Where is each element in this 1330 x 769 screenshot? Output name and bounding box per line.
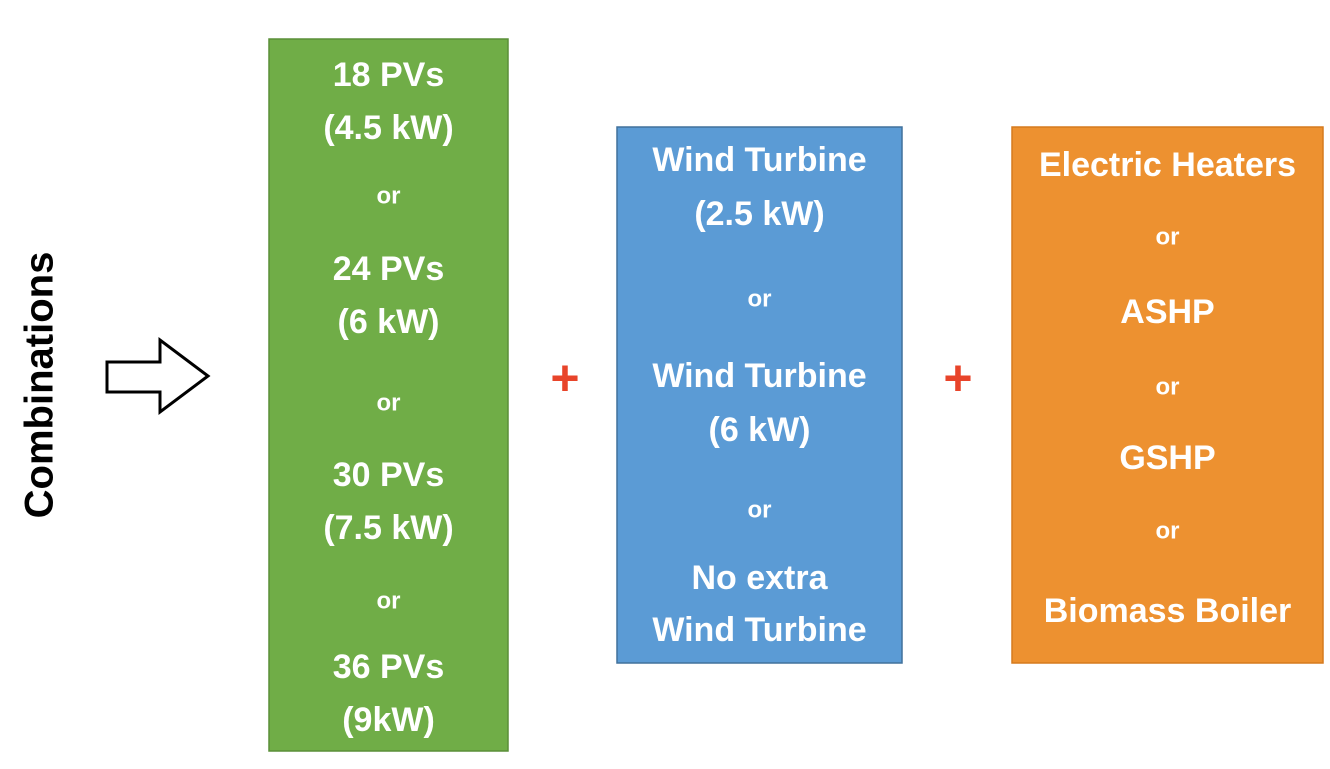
option-box [616,126,903,664]
option-label: (4.5 kW) [323,109,453,147]
option-box [268,38,509,752]
or-label: or [377,587,401,614]
plus-operator: + [943,350,972,406]
or-label: or [748,285,772,312]
option-label: (6 kW) [709,411,811,449]
plus-operator: + [550,350,579,406]
or-label: or [1156,223,1180,250]
option-label: 30 PVs [333,456,445,494]
option-label: 24 PVs [333,250,445,288]
option-label: 18 PVs [333,56,445,94]
option-label: Wind Turbine [652,141,866,179]
option-label: ASHP [1120,293,1214,331]
option-label: (6 kW) [338,303,440,341]
option-label: No extra [691,559,828,597]
arrow [105,337,211,415]
option-box [1011,126,1324,664]
option-label: 36 PVs [333,648,445,686]
or-label: or [1156,373,1180,400]
option-label: Electric Heaters [1039,146,1296,184]
side-label: Combinations [18,252,62,519]
option-label: (9kW) [342,701,435,739]
or-label: or [1156,517,1180,544]
option-label: (7.5 kW) [323,509,453,547]
option-label: GSHP [1119,439,1215,477]
option-label: Wind Turbine [652,611,866,649]
option-label: Wind Turbine [652,357,866,395]
or-label: or [377,389,401,416]
option-label: (2.5 kW) [694,195,824,233]
or-label: or [377,182,401,209]
option-label: Biomass Boiler [1044,592,1292,630]
or-label: or [748,496,772,523]
